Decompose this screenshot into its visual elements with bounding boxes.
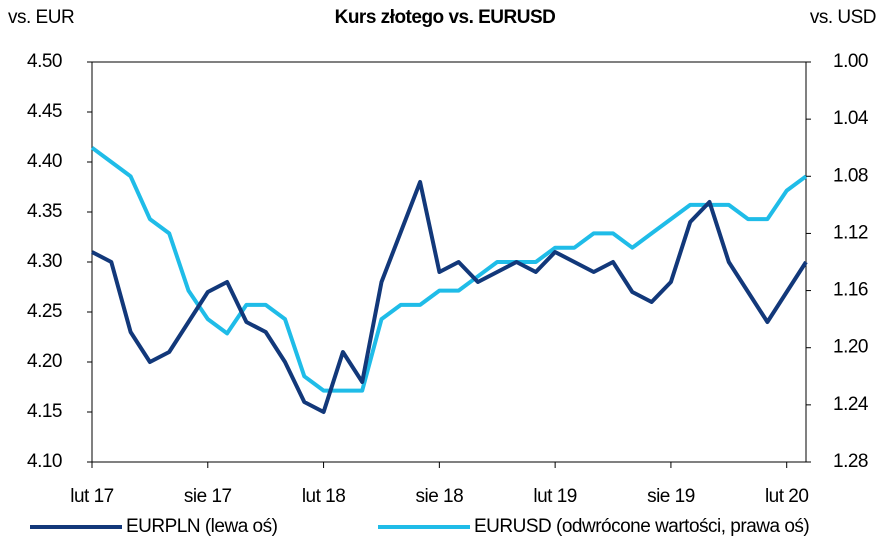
y-tick-label: 4.45 bbox=[27, 101, 62, 122]
y-tick-label: 4.25 bbox=[27, 301, 62, 322]
y2-tick-label: 1.20 bbox=[833, 337, 868, 358]
y-tick-label: 4.50 bbox=[27, 51, 62, 72]
y-tick-label: 4.35 bbox=[27, 201, 62, 222]
y2-tick-label: 1.04 bbox=[833, 108, 869, 129]
series-line bbox=[90, 146, 808, 393]
legend-label: EURPLN (lewa oś) bbox=[126, 516, 278, 537]
y2-axis-label: vs. USD bbox=[810, 7, 876, 28]
y2-tick-label: 1.00 bbox=[833, 51, 868, 72]
y-tick-label: 4.15 bbox=[27, 401, 62, 422]
x-tick-label: sie 18 bbox=[415, 486, 463, 507]
x-tick-label: sie 19 bbox=[647, 486, 695, 507]
y2-tick-label: 1.16 bbox=[833, 280, 868, 301]
y2-tick-label: 1.12 bbox=[833, 222, 868, 243]
y-tick-label: 4.30 bbox=[27, 251, 62, 272]
x-tick-label: lut 20 bbox=[765, 486, 808, 507]
y-tick-label: 4.20 bbox=[27, 351, 62, 372]
plot-frame bbox=[91, 61, 807, 463]
y-tick-label: 4.40 bbox=[27, 151, 62, 172]
x-tick-label: sie 17 bbox=[184, 486, 232, 507]
legend-label: EURUSD (odwrócone wartości, prawa oś) bbox=[474, 516, 809, 537]
y2-tick-label: 1.28 bbox=[833, 451, 868, 472]
y-axis-label: vs. EUR bbox=[8, 7, 74, 28]
chart-title: Kurs złotego vs. EURUSD bbox=[335, 7, 556, 28]
y-tick-label: 4.10 bbox=[27, 451, 62, 472]
x-tick-label: lut 17 bbox=[70, 486, 113, 507]
x-tick-label: lut 19 bbox=[533, 486, 576, 507]
x-tick-label: lut 18 bbox=[302, 486, 345, 507]
y2-tick-label: 1.08 bbox=[833, 165, 868, 186]
series-line bbox=[91, 180, 808, 414]
y2-tick-label: 1.24 bbox=[833, 394, 869, 415]
